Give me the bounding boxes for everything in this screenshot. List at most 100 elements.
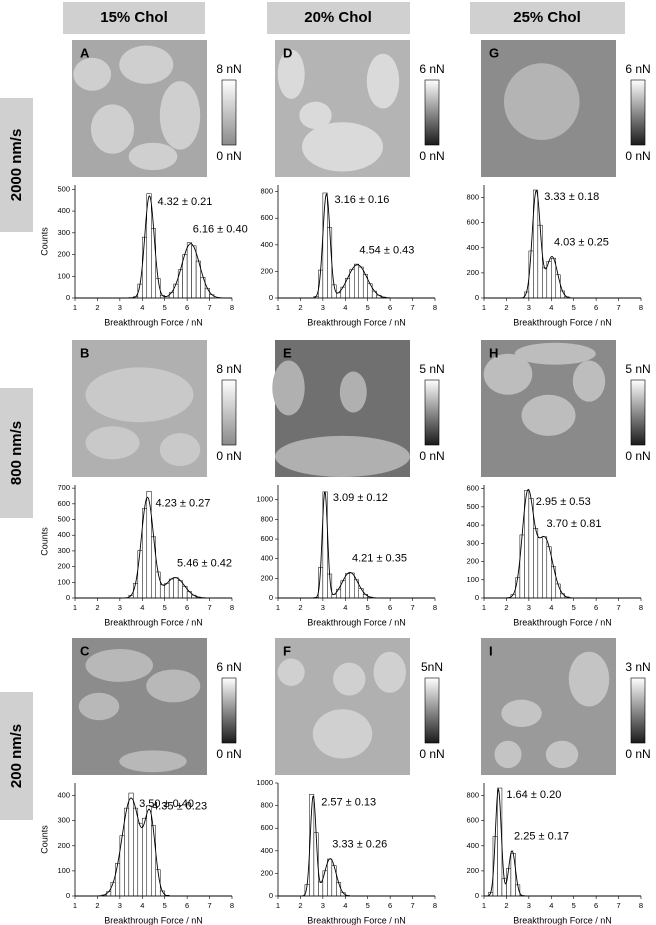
y-tick-label: 0 <box>66 293 70 302</box>
fit-curve <box>75 496 232 599</box>
y-tick-label: 400 <box>57 791 70 800</box>
x-tick-label: 2 <box>298 901 302 910</box>
x-tick-label: 8 <box>639 303 643 312</box>
histogram-bar <box>542 536 548 599</box>
x-tick-label: 1 <box>276 603 280 612</box>
x-tick-label: 5 <box>163 303 167 312</box>
fit-annotation: 4.23 ± 0.27 <box>155 497 210 509</box>
fit-annotation: 2.95 ± 0.53 <box>536 496 591 508</box>
panel-letter: F <box>283 643 291 658</box>
colorbar-min-label: 0 nN <box>419 747 444 761</box>
colorbar-min-label: 0 nN <box>625 149 650 163</box>
histogram-bar <box>358 266 364 299</box>
x-tick-label: 8 <box>230 303 234 312</box>
x-tick-label: 6 <box>185 901 189 910</box>
x-tick-label: 4 <box>549 603 553 612</box>
afm-domain <box>494 740 522 769</box>
histogram-bar <box>542 267 548 299</box>
afm-domain <box>501 699 542 728</box>
column-header: 20% Chol <box>304 9 372 26</box>
x-tick-label: 7 <box>207 901 211 910</box>
histogram-bar <box>322 870 328 897</box>
x-tick-label: 7 <box>410 901 414 910</box>
fit-annotation: 3.09 ± 0.12 <box>333 492 388 504</box>
x-tick-label: 2 <box>504 901 508 910</box>
y-tick-label: 100 <box>57 866 70 875</box>
colorbar-max-label: 8 nN <box>216 62 241 76</box>
fit-annotation: 4.54 ± 0.43 <box>359 245 414 257</box>
y-tick-label: 600 <box>57 499 70 508</box>
y-tick-label: 400 <box>260 846 273 855</box>
x-axis-label: Breakthrough Force / nN <box>104 617 203 627</box>
x-tick-label: 2 <box>504 603 508 612</box>
fit-curve <box>75 195 232 299</box>
y-tick-label: 1000 <box>256 495 273 504</box>
colorbar-max-label: 6 nN <box>216 660 241 674</box>
histogram-bar <box>155 571 161 599</box>
afm-domain <box>299 101 332 130</box>
colorbar-max-label: 5nN <box>421 660 443 674</box>
fit-annotation: 4.03 ± 0.25 <box>554 236 609 248</box>
histogram-bar <box>186 242 192 299</box>
y-tick-label: 100 <box>466 575 479 584</box>
fit-curve <box>278 491 435 599</box>
afm-domain <box>73 57 112 91</box>
histogram-bar <box>555 274 561 299</box>
colorbar-min-label: 0 nN <box>419 149 444 163</box>
afm-domain <box>159 81 201 150</box>
column-header-box <box>267 2 410 34</box>
x-tick-label: 1 <box>482 901 486 910</box>
fit-annotation: 1.64 ± 0.20 <box>506 789 561 801</box>
y-tick-label: 200 <box>57 250 70 259</box>
y-tick-label: 200 <box>466 866 479 875</box>
fit-annotation: 3.16 ± 0.16 <box>334 194 389 206</box>
colorbar-min-label: 0 nN <box>625 747 650 761</box>
colorbar-min-label: 0 nN <box>625 449 650 463</box>
x-tick-label: 6 <box>388 901 392 910</box>
colorbar <box>630 677 646 744</box>
y-tick-label: 300 <box>57 816 70 825</box>
x-axis-label: Breakthrough Force / nN <box>513 915 612 925</box>
fit-annotation: 2.57 ± 0.13 <box>321 796 376 808</box>
x-tick-label: 1 <box>276 303 280 312</box>
histogram-bar <box>142 817 148 897</box>
histogram-bar <box>177 580 183 599</box>
y-tick-label: 200 <box>57 562 70 571</box>
histogram-bar <box>349 572 355 599</box>
afm-domain <box>128 142 178 171</box>
afm-domain <box>312 709 373 759</box>
colorbar <box>221 677 237 744</box>
y-tick-label: 0 <box>475 891 479 900</box>
histogram-bar <box>551 566 557 599</box>
fit-curve <box>484 189 641 299</box>
x-tick-label: 4 <box>549 901 553 910</box>
histogram-bar <box>204 287 210 299</box>
y-tick-label: 200 <box>260 573 273 582</box>
histogram-bar <box>146 193 152 299</box>
x-tick-label: 2 <box>504 303 508 312</box>
colorbar <box>221 379 237 446</box>
x-tick-label: 3 <box>321 901 325 910</box>
fit-annotation: 3.70 ± 0.81 <box>547 518 602 530</box>
y-tick-label: 800 <box>260 801 273 810</box>
x-tick-label: 4 <box>140 901 144 910</box>
panel-letter: I <box>489 643 493 658</box>
afm-domain <box>483 353 533 395</box>
histogram-bar <box>159 584 165 599</box>
colorbar-max-label: 6 nN <box>419 62 444 76</box>
y-tick-label: 200 <box>466 268 479 277</box>
x-tick-label: 6 <box>594 901 598 910</box>
y-tick-label: 800 <box>260 187 273 196</box>
fit-curve <box>484 787 641 897</box>
afm-domain <box>78 692 120 721</box>
x-tick-label: 1 <box>482 603 486 612</box>
x-tick-label: 1 <box>73 901 77 910</box>
histogram-bar <box>331 594 337 599</box>
colorbar-min-label: 0 nN <box>419 449 444 463</box>
fit-annotation: 4.21 ± 0.35 <box>352 552 407 564</box>
fit-annotation: 5.46 ± 0.42 <box>177 558 232 570</box>
x-tick-label: 3 <box>118 603 122 612</box>
histogram-bar <box>151 536 156 599</box>
y-tick-label: 300 <box>57 228 70 237</box>
